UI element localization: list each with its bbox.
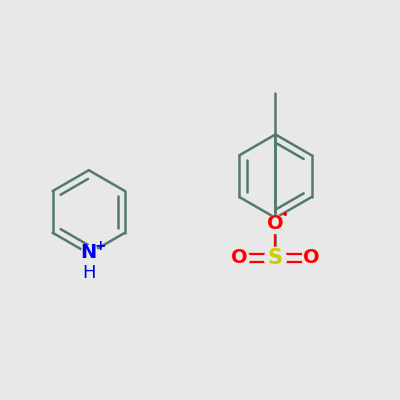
Text: O: O [232, 248, 248, 267]
Text: H: H [82, 264, 96, 282]
Text: +: + [94, 240, 106, 254]
Text: •: • [281, 208, 290, 222]
Text: S: S [268, 248, 283, 268]
Text: O: O [303, 248, 320, 267]
Text: O: O [267, 214, 284, 233]
Text: N: N [81, 243, 97, 262]
